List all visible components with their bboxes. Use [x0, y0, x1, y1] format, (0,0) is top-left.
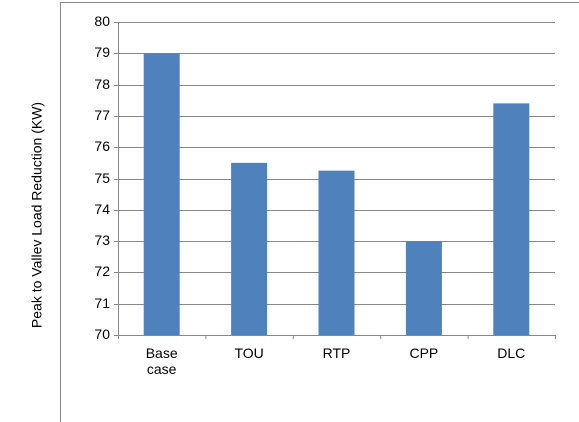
chart-border	[60, 2, 579, 422]
x-tick-label: TOU	[234, 345, 264, 361]
bar	[231, 162, 268, 335]
x-tick-label: CPP	[409, 345, 439, 361]
y-tick-label: 73	[94, 232, 110, 248]
y-tick-label: 79	[94, 44, 110, 60]
x-tick-label: RTP	[322, 345, 351, 361]
x-tick-label: Base case	[145, 345, 178, 377]
bar	[318, 170, 355, 335]
bar	[405, 241, 442, 335]
y-tick-label: 76	[94, 138, 110, 154]
y-tick-label: 75	[94, 170, 110, 186]
y-tick-label: 70	[94, 326, 110, 342]
y-tick-label: 80	[94, 13, 110, 29]
y-tick-label: 74	[94, 201, 110, 217]
y-tick-label: 77	[94, 107, 110, 123]
y-tick-label: 72	[94, 263, 110, 279]
bar	[493, 103, 530, 335]
y-axis-label: Peak to Vallev Load Reduction (KW)	[29, 102, 45, 328]
x-tick-label: DLC	[497, 345, 526, 361]
y-tick-label: 78	[94, 76, 110, 92]
bar	[143, 53, 180, 336]
y-tick-label: 71	[94, 295, 110, 311]
